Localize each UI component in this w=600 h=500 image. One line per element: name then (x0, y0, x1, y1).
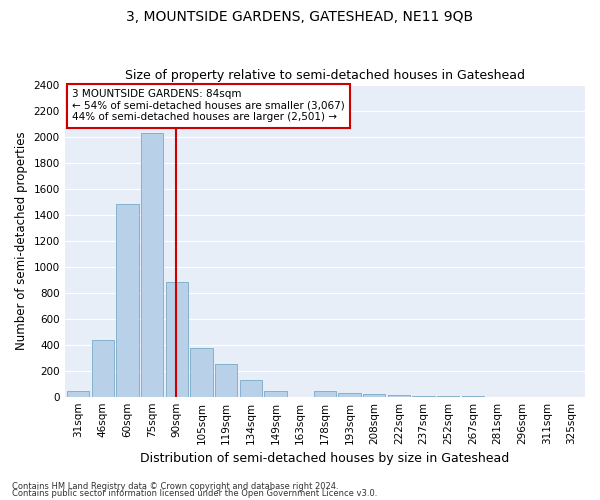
Bar (338, 393, 361, 396)
Bar (166, 282, 188, 397)
X-axis label: Distribution of semi-detached houses by size in Gateshead: Distribution of semi-detached houses by … (140, 452, 509, 465)
Bar (215, 364, 237, 396)
Text: Contains HM Land Registry data © Crown copyright and database right 2024.: Contains HM Land Registry data © Crown c… (12, 482, 338, 491)
Bar (190, 348, 212, 397)
Bar (141, 132, 163, 396)
Bar (116, 204, 139, 396)
Title: Size of property relative to semi-detached houses in Gateshead: Size of property relative to semi-detach… (125, 69, 525, 82)
Bar (314, 392, 336, 396)
Bar (265, 392, 287, 396)
Text: 3 MOUNTSIDE GARDENS: 84sqm
← 54% of semi-detached houses are smaller (3,067)
44%: 3 MOUNTSIDE GARDENS: 84sqm ← 54% of semi… (73, 89, 345, 122)
Bar (92, 340, 114, 396)
Bar (67, 391, 89, 396)
Y-axis label: Number of semi-detached properties: Number of semi-detached properties (15, 132, 28, 350)
Text: Contains public sector information licensed under the Open Government Licence v3: Contains public sector information licen… (12, 489, 377, 498)
Bar (363, 394, 385, 396)
Text: 3, MOUNTSIDE GARDENS, GATESHEAD, NE11 9QB: 3, MOUNTSIDE GARDENS, GATESHEAD, NE11 9Q… (127, 10, 473, 24)
Bar (240, 380, 262, 396)
